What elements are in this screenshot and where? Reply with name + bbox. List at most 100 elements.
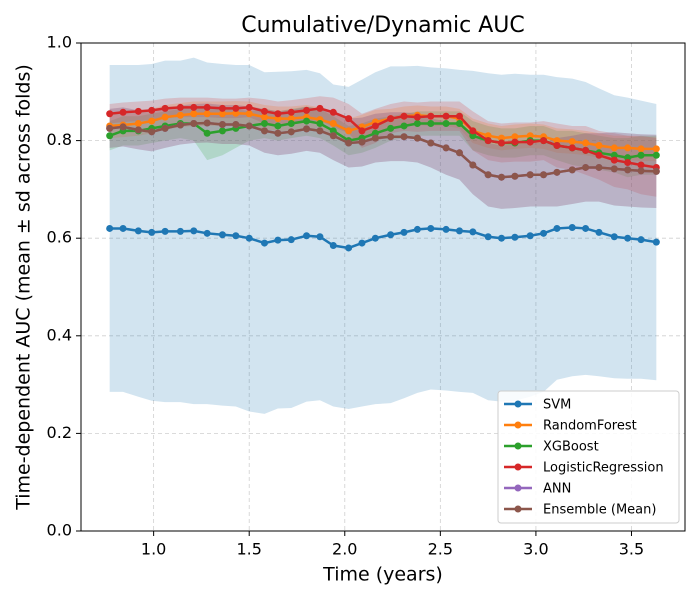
point (218, 120, 226, 128)
plot-frame (80, 42, 686, 532)
point (595, 228, 603, 236)
point (161, 113, 169, 121)
legend-marker (514, 484, 522, 492)
point (176, 111, 184, 119)
point (218, 110, 226, 118)
y-tick-label: 0.6 (47, 228, 72, 247)
point (400, 122, 408, 130)
point (287, 115, 295, 123)
point (652, 151, 660, 159)
point (400, 133, 408, 141)
point (358, 239, 366, 247)
point (274, 110, 282, 118)
point (568, 144, 576, 152)
x-axis-label: Time (years) (322, 564, 443, 586)
x-tick-label: 1.0 (141, 540, 166, 559)
point (511, 233, 519, 241)
point (134, 107, 142, 115)
point (303, 106, 311, 114)
point (637, 161, 645, 169)
point (637, 167, 645, 175)
point (329, 242, 337, 250)
sd-band (109, 103, 657, 209)
point (134, 227, 142, 235)
point (134, 120, 142, 128)
point (553, 224, 561, 232)
point (511, 138, 519, 146)
point (232, 104, 240, 112)
point (498, 173, 506, 181)
point (245, 103, 253, 111)
point (484, 171, 492, 179)
point (526, 232, 534, 240)
point (245, 122, 253, 130)
point (582, 224, 590, 232)
point (413, 120, 421, 128)
point (582, 146, 590, 154)
point (652, 167, 660, 175)
point (610, 144, 618, 152)
point (260, 107, 268, 115)
point (540, 229, 548, 237)
legend-label: SVM (543, 398, 571, 413)
point (345, 139, 353, 147)
point (371, 122, 379, 130)
point (610, 156, 618, 164)
point (316, 233, 324, 241)
point (303, 117, 311, 125)
point (652, 238, 660, 246)
point (595, 141, 603, 149)
legend-marker (514, 505, 522, 513)
point (245, 110, 253, 118)
point (595, 163, 603, 171)
line (109, 112, 657, 151)
point (148, 228, 156, 236)
point (190, 110, 198, 118)
point (303, 232, 311, 240)
point (119, 224, 127, 232)
point (119, 123, 127, 131)
point (624, 159, 632, 167)
point (637, 236, 645, 244)
point (455, 120, 463, 128)
point (442, 112, 450, 120)
point (371, 134, 379, 142)
point (106, 124, 114, 132)
point (624, 144, 632, 152)
point (345, 244, 353, 252)
legend-marker (514, 442, 522, 450)
legend-marker (514, 421, 522, 429)
legend-label: LogisticRegression (543, 461, 664, 476)
line (109, 226, 657, 250)
y-tick-label: 1.0 (47, 33, 72, 52)
point (203, 229, 211, 237)
legend-label: ANN (543, 482, 571, 497)
point (203, 129, 211, 137)
x-tick-label: 2.5 (428, 540, 453, 559)
chart-title: Cumulative/Dynamic AUC (241, 13, 525, 38)
point (637, 151, 645, 159)
point (260, 127, 268, 135)
line (109, 106, 657, 169)
point (484, 132, 492, 140)
point (511, 172, 519, 180)
point (218, 104, 226, 112)
point (303, 125, 311, 133)
point (442, 225, 450, 233)
point (260, 113, 268, 121)
point (624, 154, 632, 162)
point (387, 231, 395, 239)
x-tick-label: 3.0 (523, 540, 548, 559)
point (176, 103, 184, 111)
point (442, 144, 450, 152)
point (106, 132, 114, 140)
point (484, 233, 492, 241)
legend-label: Ensemble (Mean) (543, 503, 656, 518)
point (316, 120, 324, 128)
point (526, 171, 534, 179)
point (358, 127, 366, 135)
point (176, 121, 184, 129)
point (637, 145, 645, 153)
point (498, 134, 506, 142)
point (287, 108, 295, 116)
